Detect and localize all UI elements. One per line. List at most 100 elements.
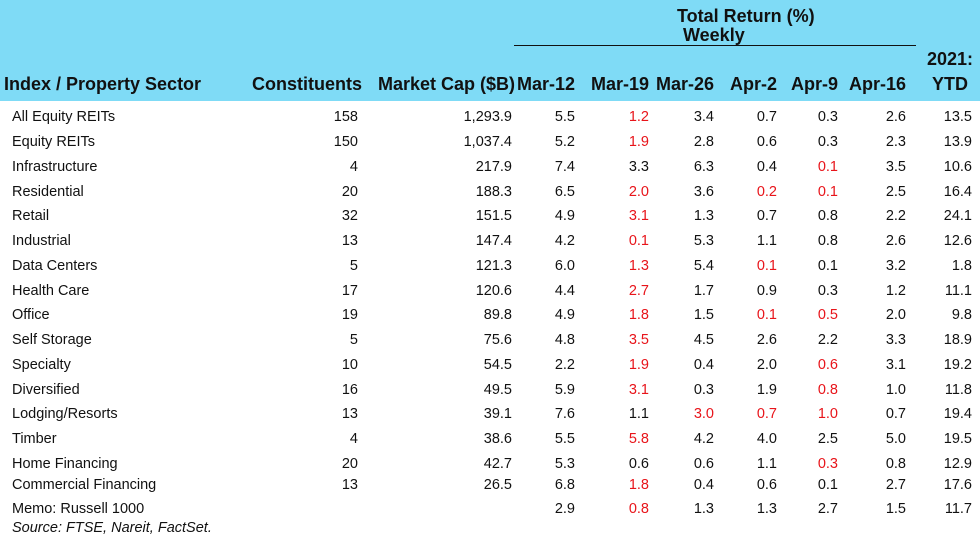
col-header-week: Apr-16 — [848, 74, 906, 94]
table-row: Diversified 16 49.5 5.9 3.1 0.3 1.9 0.8 1.0 11.8 — [0, 378, 980, 402]
sector-label: Office — [12, 307, 50, 323]
weekly-return-cell: 5.5 — [554, 109, 575, 125]
weekly-return-cell: 2.5 — [817, 431, 838, 447]
weekly-return-cell: 3.3 — [885, 332, 906, 348]
weekly-return-cell: 1.0 — [885, 382, 906, 398]
table-row: Timber 4 38.6 5.5 5.8 4.2 4.0 2.5 5.0 19.5 — [0, 427, 980, 451]
constituents-cell: 32 — [341, 208, 358, 224]
ytd-return-cell: 11.8 — [944, 382, 972, 398]
weekly-return-cell: 5.3 — [554, 456, 575, 472]
weekly-return-cell: 2.6 — [756, 332, 777, 348]
weekly-return-cell: 2.7 — [817, 501, 838, 517]
weekly-return-cell: 0.6 — [628, 456, 649, 472]
group-underline — [514, 45, 916, 46]
weekly-return-cell: 0.3 — [817, 109, 838, 125]
sector-label: Health Care — [12, 283, 90, 299]
sector-label: Retail — [12, 208, 50, 224]
sector-label: Specialty — [12, 357, 71, 373]
weekly-return-cell: 0.4 — [693, 477, 714, 493]
table-row: All Equity REITs 158 1,293.9 5.5 1.2 3.4 0.7 0.… — [0, 105, 980, 129]
ytd-return-cell: 24.1 — [943, 208, 972, 224]
weekly-return-cell: 1.5 — [693, 307, 714, 323]
col-header-week: Mar-12 — [516, 74, 575, 94]
sector-label: Equity REITs — [12, 134, 95, 150]
weekly-return-cell: 7.6 — [554, 406, 575, 422]
market-cap-cell: 120.6 — [475, 283, 512, 299]
constituents-cell: 5 — [349, 332, 358, 348]
ytd-return-cell: 13.9 — [943, 134, 972, 150]
weekly-return-cell: 1.5 — [885, 501, 906, 517]
weekly-return-cell: 6.3 — [693, 159, 714, 175]
weekly-return-cell: 3.5 — [628, 332, 649, 348]
market-cap-cell: 54.5 — [483, 357, 512, 373]
weekly-return-cell: 0.1 — [817, 159, 838, 175]
table-row: Specialty 10 54.5 2.2 1.9 0.4 2.0 0.6 3.1 19.2 — [0, 353, 980, 377]
weekly-return-cell: 0.6 — [756, 477, 777, 493]
weekly-return-cell: 0.2 — [756, 184, 777, 200]
weekly-return-cell: 1.8 — [628, 307, 649, 323]
table-row: Self Storage 5 75.6 4.8 3.5 4.5 2.6 2.2 3.3 18.9 — [0, 328, 980, 352]
weekly-return-cell: 3.1 — [628, 382, 649, 398]
group-title: Total Return (%) — [677, 6, 815, 26]
weekly-return-cell: 5.0 — [885, 431, 906, 447]
source-note: Source: FTSE, Nareit, FactSet. — [12, 520, 212, 536]
col-header-ytd: YTD — [932, 74, 968, 94]
weekly-return-cell: 2.5 — [885, 184, 906, 200]
ytd-return-cell: 18.9 — [943, 332, 972, 348]
market-cap-cell: 49.5 — [483, 382, 512, 398]
weekly-return-cell: 0.6 — [693, 456, 714, 472]
col-header-constituents: Constituents — [252, 74, 362, 94]
weekly-return-cell: 0.8 — [817, 208, 838, 224]
table-row: Infrastructure 4 217.9 7.4 3.3 6.3 0.4 0.1 3.5 10… — [0, 155, 980, 179]
market-cap-cell: 42.7 — [483, 456, 512, 472]
weekly-return-cell: 3.3 — [628, 159, 649, 175]
ytd-return-cell: 19.2 — [943, 357, 972, 373]
weekly-return-cell: 3.1 — [885, 357, 906, 373]
weekly-return-cell: 1.9 — [628, 357, 649, 373]
table-row: Memo: Russell 1000 2.9 0.8 1.3 1.3 2.7 1.5 11.7 — [0, 497, 980, 521]
weekly-return-cell: 1.9 — [756, 382, 777, 398]
sector-label: Home Financing — [12, 456, 118, 472]
weekly-return-cell: 0.9 — [756, 283, 777, 299]
weekly-return-cell: 4.9 — [554, 307, 575, 323]
weekly-return-cell: 0.8 — [817, 233, 838, 249]
weekly-return-cell: 3.5 — [885, 159, 906, 175]
ytd-return-cell: 19.4 — [943, 406, 972, 422]
table-row: Retail 32 151.5 4.9 3.1 1.3 0.7 0.8 2.2 24.1 — [0, 204, 980, 228]
market-cap-cell: 151.5 — [475, 208, 512, 224]
market-cap-cell: 217.9 — [475, 159, 512, 175]
weekly-return-cell: 0.1 — [756, 258, 777, 274]
constituents-cell: 150 — [333, 134, 358, 150]
weekly-return-cell: 0.7 — [885, 406, 906, 422]
ytd-return-cell: 12.9 — [943, 456, 972, 472]
weekly-return-cell: 3.2 — [885, 258, 906, 274]
weekly-return-cell: 1.0 — [817, 406, 838, 422]
weekly-return-cell: 5.9 — [554, 382, 575, 398]
col-header-week: Mar-26 — [655, 74, 714, 94]
table-row: Residential 20 188.3 6.5 2.0 3.6 0.2 0.1 2.5 16.4 — [0, 180, 980, 204]
weekly-return-cell: 1.3 — [693, 501, 714, 517]
market-cap-cell: 26.5 — [483, 477, 512, 493]
weekly-return-cell: 0.3 — [817, 456, 838, 472]
weekly-return-cell: 1.3 — [628, 258, 649, 274]
col-header-sector: Index / Property Sector — [4, 74, 202, 94]
weekly-return-cell: 0.6 — [756, 134, 777, 150]
sector-label: Self Storage — [12, 332, 92, 348]
sector-label: All Equity REITs — [12, 109, 116, 125]
weekly-return-cell: 2.2 — [885, 208, 906, 224]
weekly-return-cell: 6.8 — [554, 477, 575, 493]
sector-label: Timber — [12, 431, 57, 447]
weekly-return-cell: 4.2 — [693, 431, 714, 447]
weekly-return-cell: 2.0 — [756, 357, 777, 373]
constituents-cell: 10 — [341, 357, 358, 373]
weekly-return-cell: 2.7 — [885, 477, 906, 493]
weekly-return-cell: 0.1 — [817, 477, 838, 493]
weekly-return-cell: 2.7 — [628, 283, 649, 299]
ytd-return-cell: 16.4 — [943, 184, 972, 200]
weekly-return-cell: 4.5 — [693, 332, 714, 348]
constituents-cell: 20 — [341, 456, 358, 472]
weekly-return-cell: 1.1 — [756, 456, 777, 472]
constituents-cell: 5 — [349, 258, 358, 274]
constituents-cell: 16 — [341, 382, 358, 398]
constituents-cell: 13 — [341, 233, 358, 249]
